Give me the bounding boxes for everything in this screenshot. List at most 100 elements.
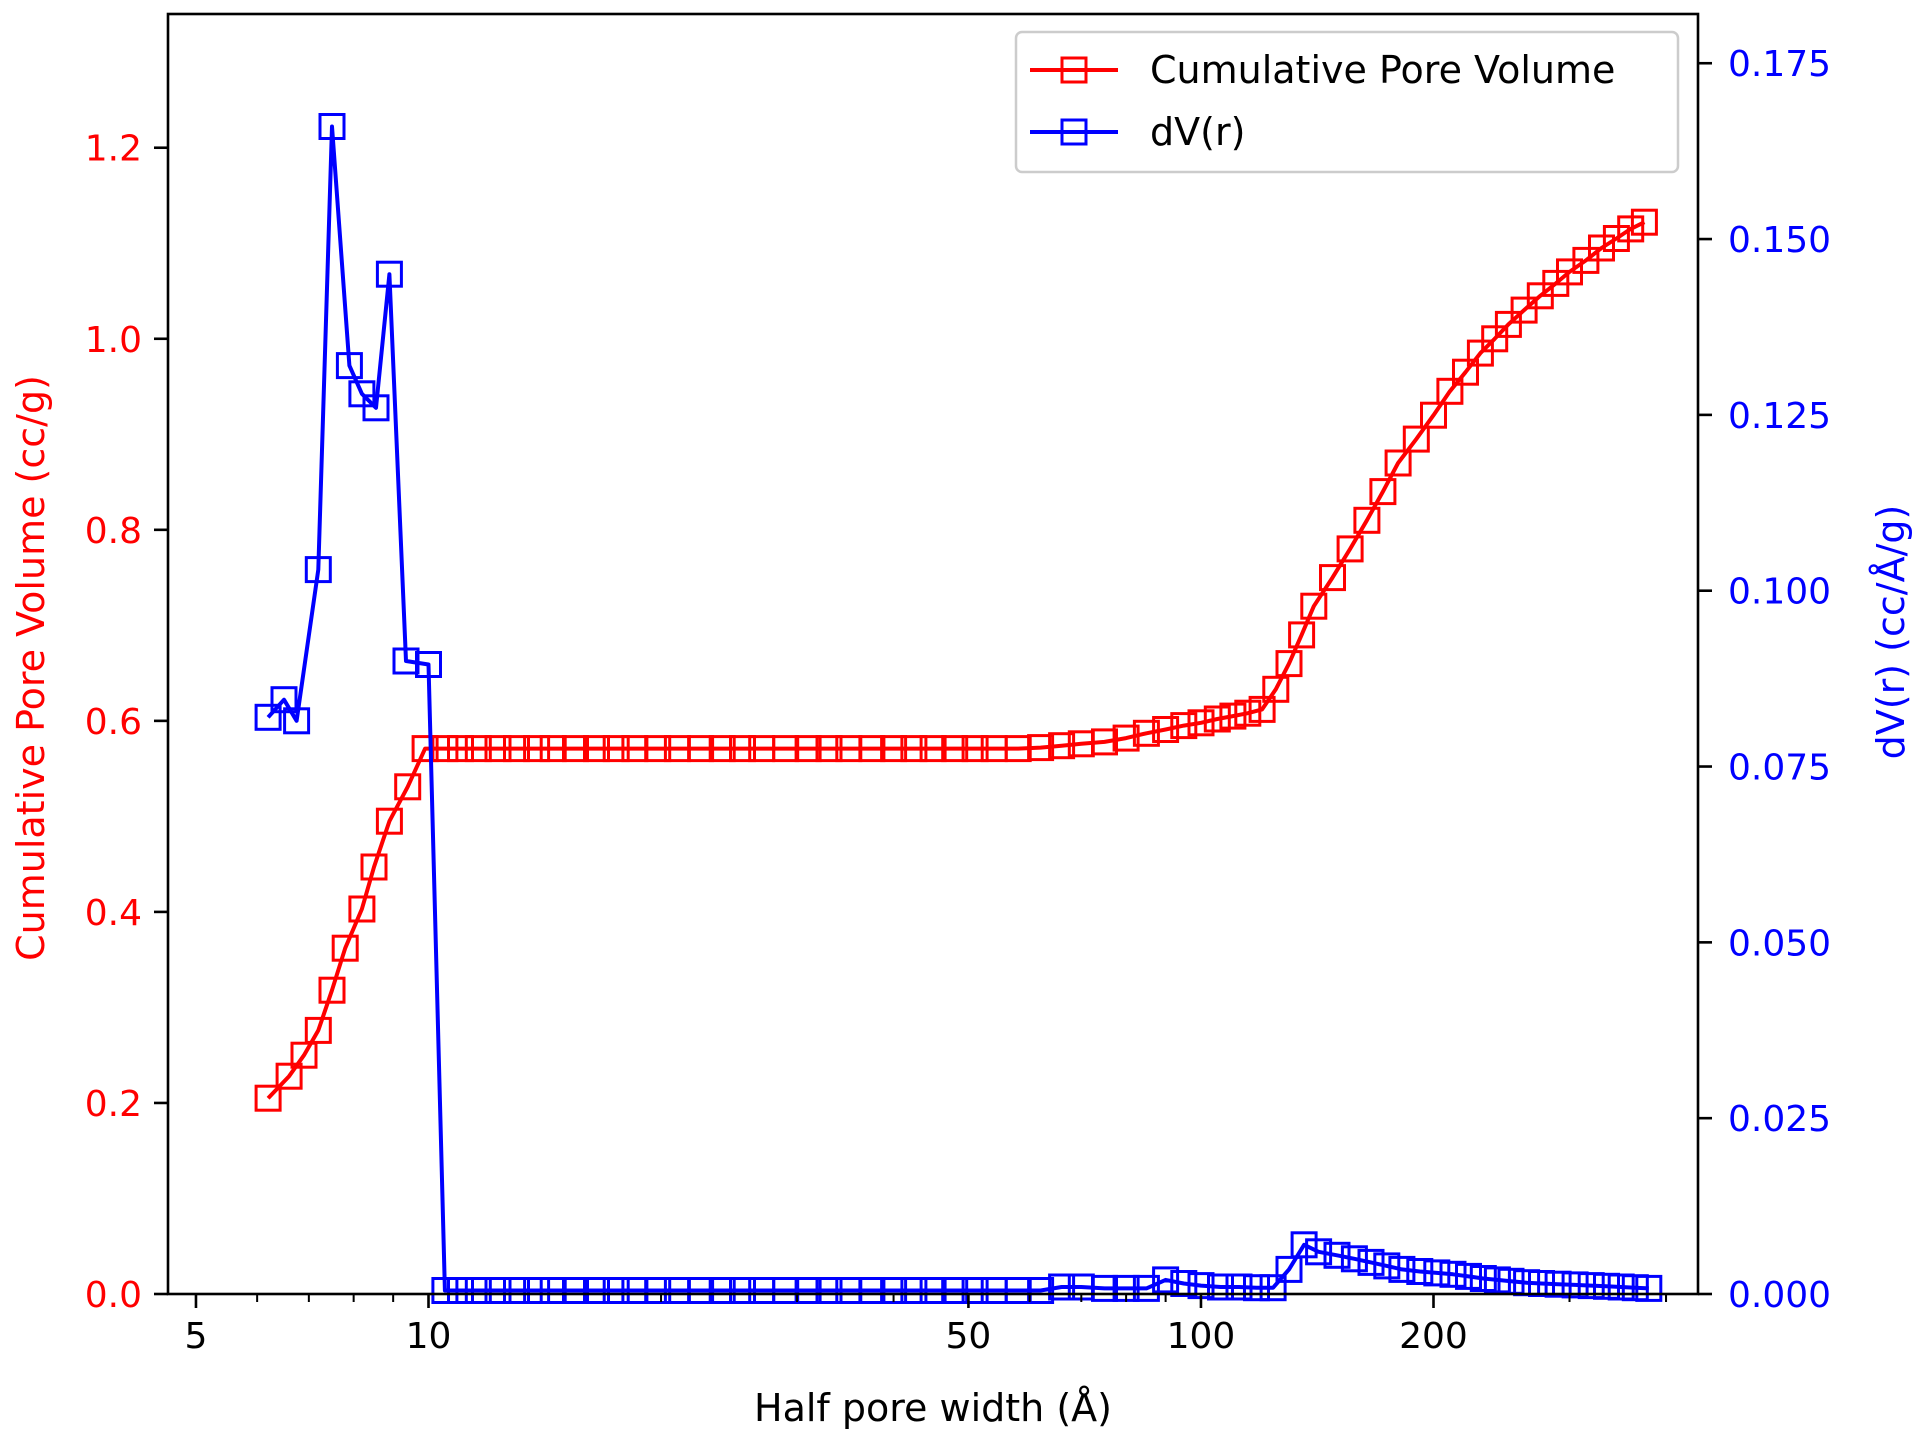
data-point-cumulative-pore-volume [1402,425,1430,453]
data-point-dvr [1607,1273,1635,1301]
data-point-dvr [772,1277,800,1304]
data-point-dvr [335,352,363,380]
data-point-cumulative-pore-volume [318,976,346,1004]
data-point-dvr [431,1277,459,1304]
y-axis-right: 0.000 0.025 0.050 0.075 0.100 0.125 0.150 0.175 [1698,44,1831,1316]
data-point-dvr [1290,1231,1318,1259]
data-point-dvr [318,113,346,140]
data-point-cumulative-pore-volume [815,735,843,763]
data-point-dvr [1373,1252,1401,1280]
data-point-dvr [254,703,282,731]
data-point-cumulative-pore-volume [1481,325,1509,353]
data-point-cumulative-pore-volume [772,735,800,763]
data-point-cumulative-pore-volume [900,735,928,763]
legend-marker-dvr [1060,118,1088,146]
data-point-cumulative-pore-volume [275,1062,303,1090]
data-point-dvr [1439,1260,1467,1288]
data-point-dvr [1577,1272,1605,1300]
data-point-dvr [1207,1273,1234,1301]
x-axis: 5 10 50 100 200 [185,1294,1668,1357]
data-point-cumulative-pore-volume [1494,310,1522,338]
x-tick-label: 200 [1399,1316,1468,1357]
data-point-dvr [1225,1273,1253,1301]
y-right-tick-label: 0.150 [1728,220,1831,261]
data-point-cumulative-pore-volume [961,735,989,763]
data-point-cumulative-pore-volume [583,735,610,763]
x-tick-label: 50 [946,1316,992,1357]
data-point-dvr [348,380,376,408]
data-point-dvr [1340,1245,1368,1273]
series-layer [254,113,1663,1304]
data-point-cumulative-pore-volume [1187,709,1215,737]
data-point-dvr [1483,1266,1511,1294]
data-point-dvr [447,1277,474,1304]
y-right-tick-label: 0.125 [1728,396,1831,437]
data-point-cumulative-pore-volume [729,735,756,763]
data-point-dvr [1635,1274,1663,1302]
data-point-dvr [539,1277,567,1304]
data-point-cumulative-pore-volume [1234,699,1262,727]
data-point-dvr [1027,1277,1055,1304]
data-point-cumulative-pore-volume [1420,401,1447,429]
legend-box [1014,30,1680,174]
data-point-cumulative-pore-volume [1219,702,1247,730]
data-point-cumulative-pore-volume [1004,735,1032,763]
data-point-cumulative-pore-volume [1510,296,1538,324]
data-point-cumulative-pore-volume [1617,215,1645,243]
data-point-dvr [1091,1274,1118,1302]
data-point-dvr [1243,1274,1270,1302]
x-tick-label: 5 [185,1316,208,1357]
data-point-dvr [1528,1270,1555,1297]
data-point-dvr [1259,1274,1287,1302]
data-point-cumulative-pore-volume [411,735,439,763]
x-tick-label: 100 [1167,1316,1236,1357]
data-point-cumulative-pore-volume [484,735,512,763]
legend: Cumulative Pore Volume dV(r) [1014,30,1680,174]
data-point-cumulative-pore-volume [1275,650,1303,678]
y-right-tick-label: 0.100 [1728,572,1831,613]
data-point-cumulative-pore-volume [1466,339,1494,367]
legend-entry-dvr: dV(r) [1030,110,1245,154]
data-point-dvr [464,1277,492,1304]
data-point-dvr [1275,1255,1303,1283]
data-point-dvr [602,1277,630,1304]
data-point-dvr [1170,1270,1198,1297]
data-point-cumulative-pore-volume [1336,535,1364,563]
data-point-cumulative-pore-volume [602,735,630,763]
data-point-dvr [941,1277,969,1304]
y-right-tick-label: 0.175 [1728,44,1831,85]
data-point-dvr [503,1277,530,1304]
y-left-tick-label: 0.2 [85,1084,142,1125]
data-point-cumulative-pore-volume [348,895,376,923]
data-point-cumulative-pore-volume [1248,695,1276,723]
y-axis-left: 0.0 0.2 0.4 0.6 0.8 1.0 1.2 [85,129,168,1316]
data-point-cumulative-pore-volume [503,735,530,763]
data-point-dvr [1469,1265,1497,1292]
data-point-cumulative-pore-volume [1436,377,1464,405]
data-point-dvr [1305,1238,1333,1266]
data-point-cumulative-pore-volume [1319,564,1346,592]
data-point-dvr [1406,1258,1434,1285]
data-point-dvr [283,707,311,735]
data-point-cumulative-pore-volume [254,1084,282,1112]
data-point-dvr [961,1277,989,1304]
y-left-tick-label: 0.6 [85,702,142,743]
data-point-dvr [415,651,442,678]
data-point-dvr [1593,1272,1620,1300]
data-point-cumulative-pore-volume [687,735,715,763]
data-point-cumulative-pore-volume [1112,724,1140,752]
plot-area [254,113,1663,1304]
data-point-cumulative-pore-volume [523,735,551,763]
data-point-dvr [1323,1241,1351,1269]
data-point-cumulative-pore-volume [562,735,589,763]
data-point-cumulative-pore-volume [880,735,908,763]
data-point-dvr [687,1277,715,1304]
data-point-dvr [900,1277,928,1304]
data-point-cumulative-pore-volume [331,934,359,962]
data-point-dvr [583,1277,610,1304]
data-point-dvr [708,1277,736,1304]
data-point-dvr [562,1277,589,1304]
y-left-tick-label: 1.0 [85,320,142,361]
data-point-cumulative-pore-volume [1152,716,1180,743]
